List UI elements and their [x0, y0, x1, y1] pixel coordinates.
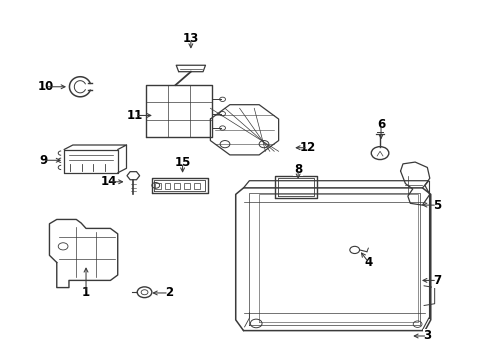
Text: 5: 5: [432, 199, 440, 212]
Text: 10: 10: [38, 80, 54, 93]
Bar: [164, 183, 170, 189]
Text: 13: 13: [183, 32, 199, 45]
Text: 6: 6: [376, 118, 385, 131]
Text: 1: 1: [82, 287, 90, 300]
Text: 3: 3: [423, 329, 430, 342]
Bar: [155, 183, 160, 189]
Text: 15: 15: [174, 156, 190, 169]
Text: 7: 7: [432, 274, 440, 287]
Text: 12: 12: [299, 141, 315, 154]
Bar: [183, 183, 189, 189]
Text: 8: 8: [293, 163, 302, 176]
Text: 14: 14: [101, 175, 117, 188]
Bar: [193, 183, 199, 189]
Text: 2: 2: [164, 287, 173, 300]
Text: 4: 4: [364, 256, 372, 269]
Text: 11: 11: [126, 109, 142, 122]
Text: 9: 9: [40, 154, 48, 167]
Bar: [174, 183, 180, 189]
